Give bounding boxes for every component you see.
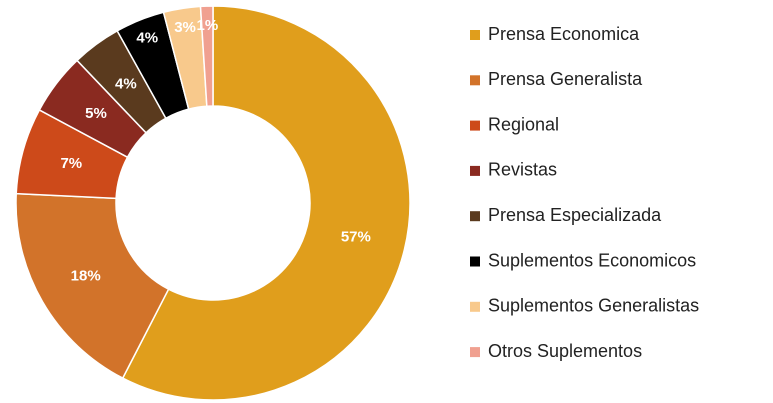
data-label: 5% xyxy=(85,105,107,122)
legend-label: Regional xyxy=(488,114,559,134)
legend-label: Prensa Economica xyxy=(488,24,640,44)
donut-slice xyxy=(199,5,214,107)
legend-swatch xyxy=(470,301,480,312)
data-label: 57% xyxy=(341,229,371,246)
legend-label: Revistas xyxy=(488,160,557,180)
legend-swatch xyxy=(470,165,480,176)
legend-label: Suplementos Economicos xyxy=(488,250,696,270)
legend-swatch xyxy=(470,256,480,267)
data-label: 4% xyxy=(136,30,158,47)
legend-swatch xyxy=(470,211,480,222)
legend-swatch xyxy=(470,75,480,86)
legend-label: Otros Suplementos xyxy=(488,341,642,361)
data-label: 1% xyxy=(197,17,219,34)
legend-swatch xyxy=(470,347,480,358)
donut-slice xyxy=(15,192,170,380)
legend-swatch xyxy=(470,120,480,131)
legend-swatch xyxy=(470,30,480,40)
data-label: 18% xyxy=(71,267,101,284)
donut-slice xyxy=(121,5,411,401)
legend-label: Prensa Generalista xyxy=(488,69,643,89)
data-label: 3% xyxy=(174,19,196,36)
legend-label: Suplementos Generalistas xyxy=(488,296,699,316)
legend-label: Prensa Especializada xyxy=(488,205,662,225)
data-label: 4% xyxy=(115,76,137,93)
data-label: 7% xyxy=(60,155,82,172)
